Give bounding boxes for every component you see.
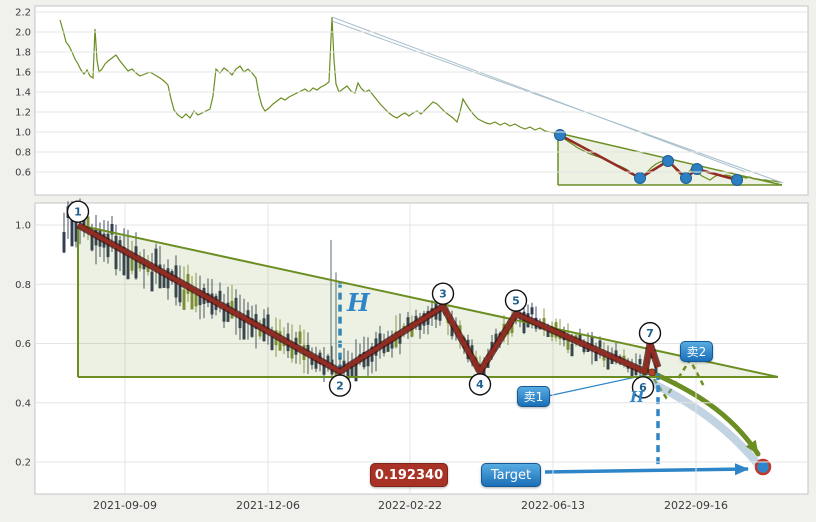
x-tick-label: 2021-12-06 (236, 499, 300, 512)
pivot-dot (680, 172, 692, 184)
pivot-dot (731, 174, 743, 186)
descending-triangle (77, 224, 779, 378)
pattern-zigzag (76, 221, 662, 376)
wedge-line (331, 20, 784, 184)
y-tick-label: 2.0 (15, 28, 31, 39)
y-tick-label: 1.4 (15, 88, 31, 99)
height-label-projection: H (630, 388, 645, 406)
upper-trendline (77, 224, 779, 378)
top-grid: 2.2 2.0 1.8 1.6 1.4 1.2 1.0 0.8 0.6 (15, 8, 807, 179)
y-tick-label: 0.6 (15, 339, 31, 350)
projection-zigzag (647, 357, 706, 400)
pivot-circle (504, 289, 528, 312)
pivot-number: 7 (646, 327, 654, 340)
pivot-dot (634, 172, 646, 184)
pivot-circle (468, 373, 492, 396)
y-tick-label: 0.4 (15, 398, 31, 409)
x-tick-label: 2022-02-22 (378, 499, 442, 512)
target-arrow (544, 463, 749, 476)
y-tick-label: 1.0 (15, 128, 31, 139)
x-tick-label: 2021-09-09 (93, 499, 157, 512)
sell-signal-2-badge[interactable]: 卖2 (680, 341, 713, 362)
top-panel (34, 5, 809, 196)
pivot-dot (554, 129, 566, 141)
wedge-line (331, 16, 747, 173)
target-label-badge[interactable]: Target (481, 463, 541, 487)
mini-zigzag (559, 133, 738, 182)
y-tick-label: 2.2 (15, 8, 31, 19)
pivot-circle (328, 374, 352, 397)
y-tick-label: 0.2 (15, 458, 31, 469)
pivot-number: 1 (74, 205, 82, 218)
bottom-panel (34, 202, 809, 495)
pivot-dot (662, 155, 674, 167)
target-price-badge: 0.192340 (370, 463, 448, 487)
y-tick-label: 1.6 (15, 68, 31, 79)
pivot-number: 2 (336, 379, 344, 392)
bottom-grid: 1.0 0.8 0.6 0.4 0.2 2021-09-09 2021-12-06 2022-… (15, 204, 807, 512)
pivot-number: 6 (639, 381, 647, 394)
y-tick-label: 1.2 (15, 108, 31, 119)
pivot-number: 3 (439, 288, 447, 301)
target-dot (754, 458, 772, 476)
y-tick-label: 1.0 (15, 221, 31, 232)
pivot-circle (638, 321, 662, 345)
x-tick-label: 2022-09-16 (664, 499, 728, 512)
y-tick-label: 0.8 (15, 280, 31, 291)
sell-signal-1-badge[interactable]: 卖1 (517, 386, 550, 407)
y-tick-label: 0.8 (15, 148, 31, 159)
pivot-number: 5 (512, 294, 520, 307)
x-tick-label: 2022-06-13 (521, 499, 585, 512)
y-tick-label: 1.8 (15, 48, 31, 59)
pivot-circle (631, 376, 655, 399)
pivot-circle (431, 282, 455, 305)
pivot-number: 4 (476, 378, 484, 391)
pivot-numbers: 1 2 3 4 5 6 7 (66, 200, 662, 399)
pivot-dot (691, 163, 703, 175)
pivot-circle (66, 200, 90, 223)
height-label-main: H (347, 288, 370, 317)
y-tick-label: 0.6 (15, 168, 31, 179)
